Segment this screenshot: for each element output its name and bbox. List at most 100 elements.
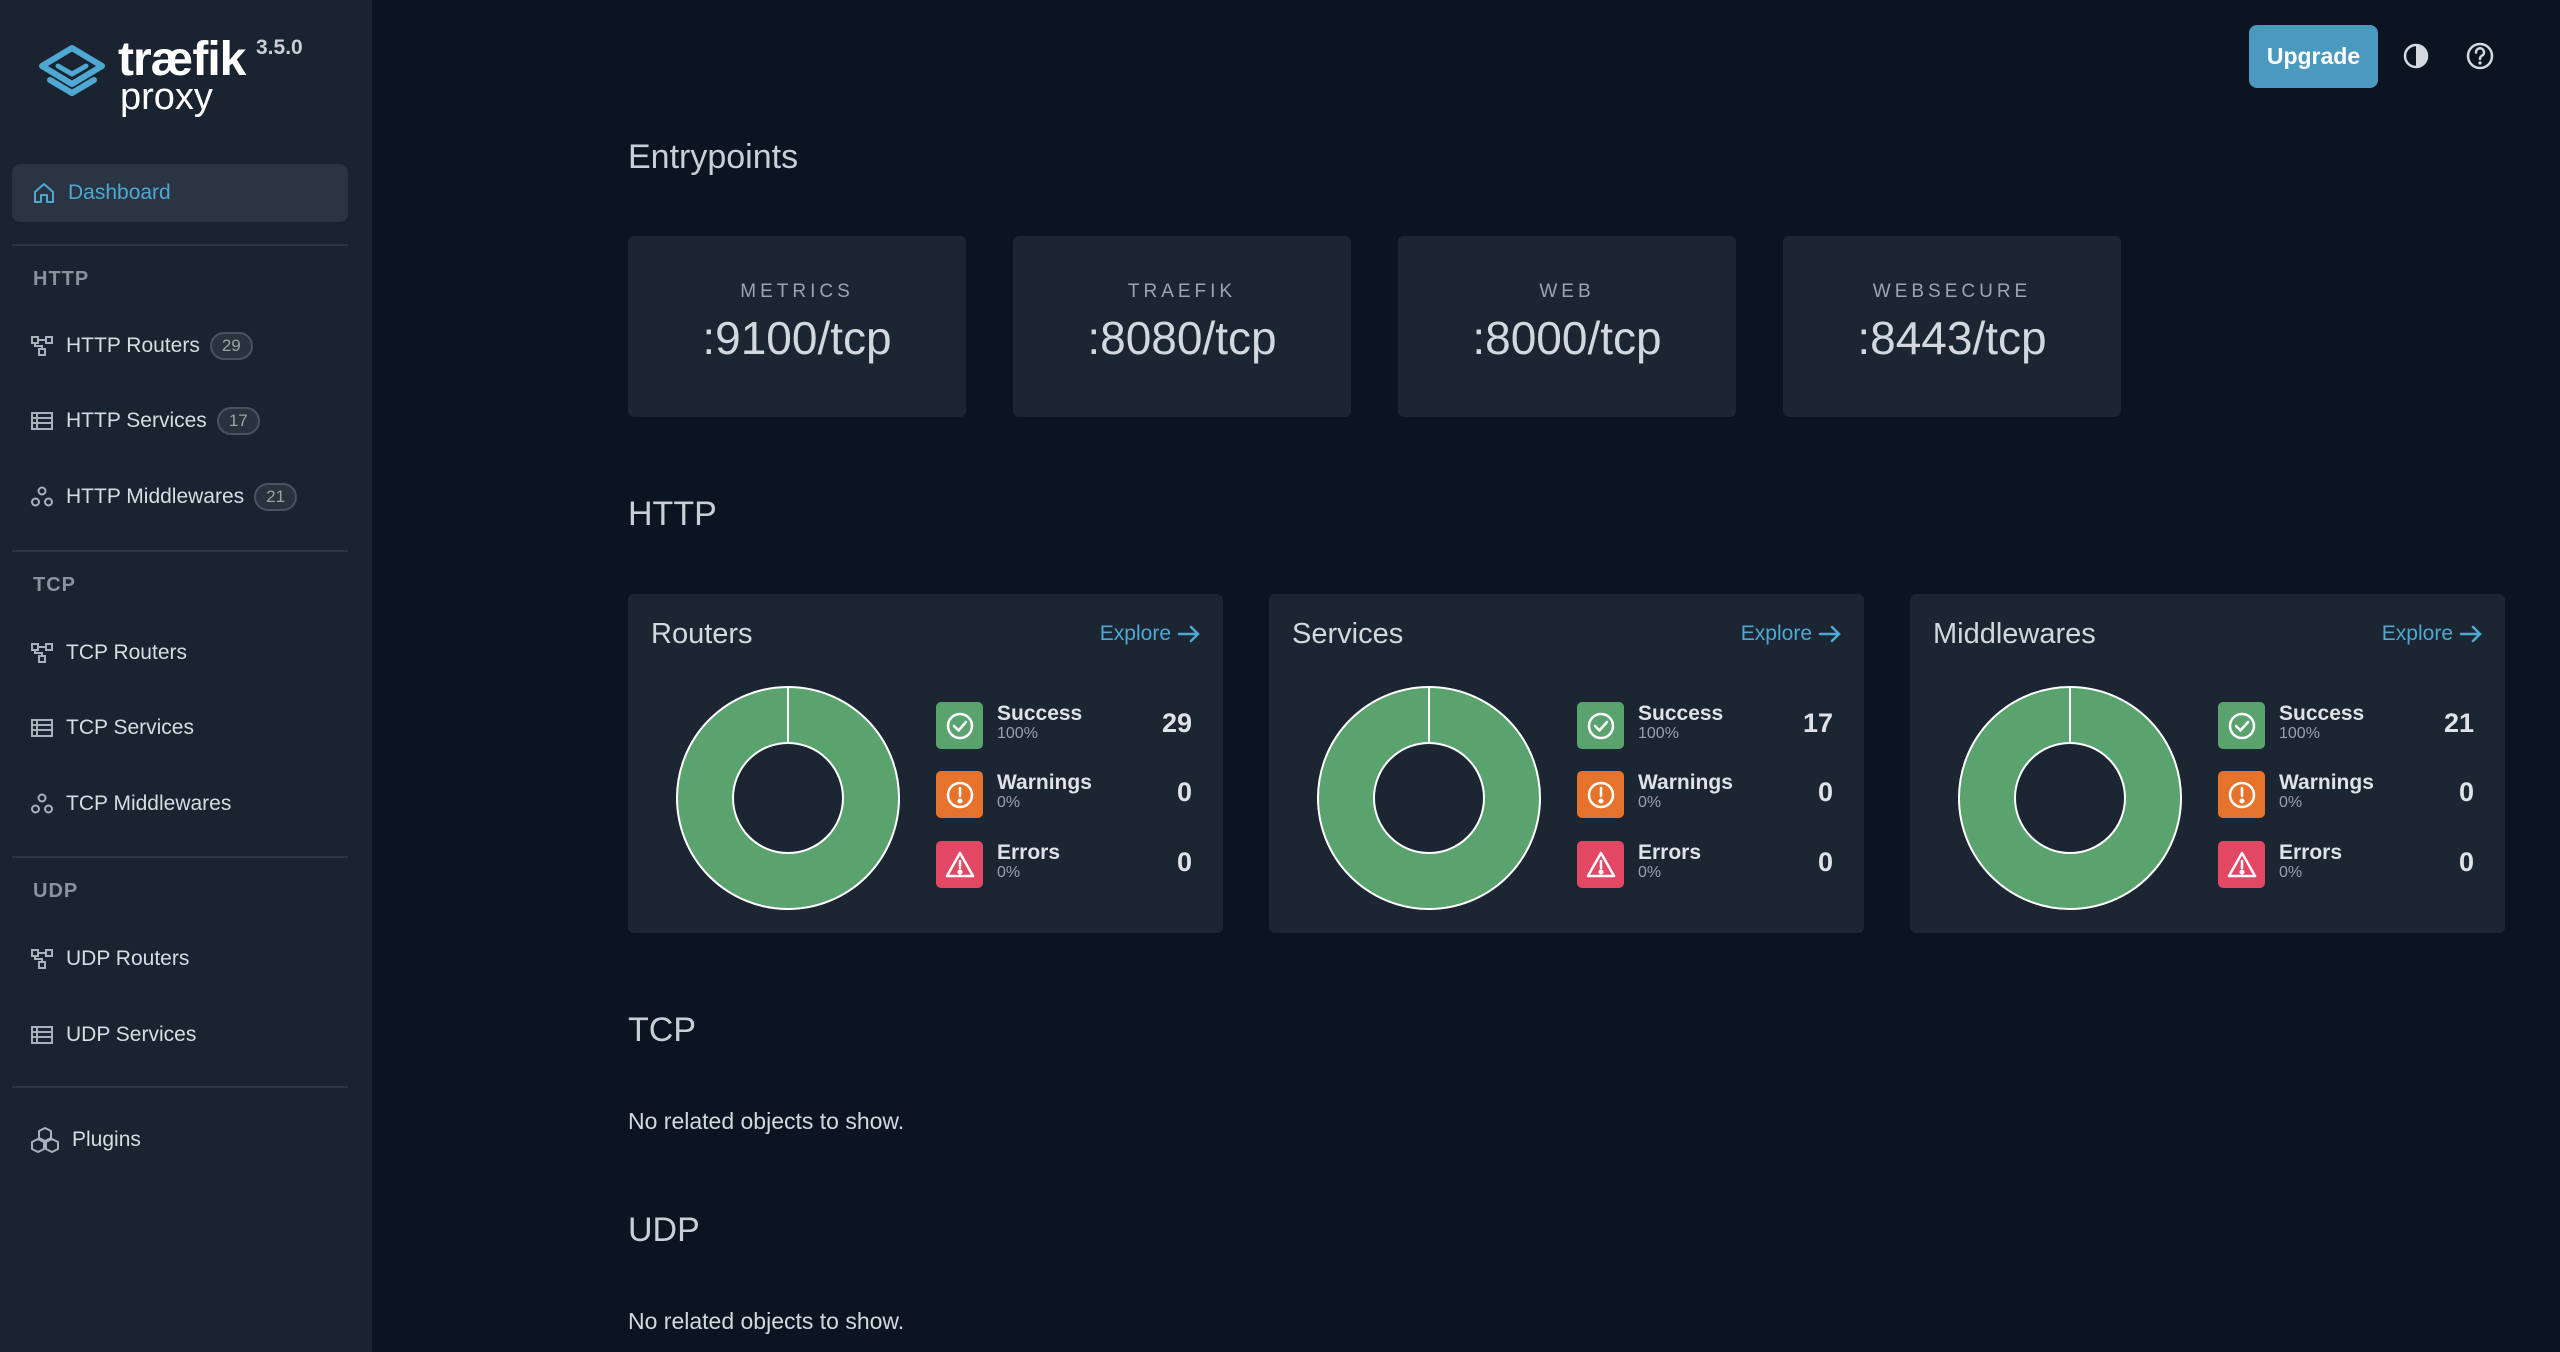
services-icon	[31, 1026, 53, 1044]
stat-percent: 100%	[997, 725, 1038, 742]
http-routers-card: Routers Explore Success 100% 29 Warnings…	[628, 594, 1223, 933]
success-check-icon	[2218, 702, 2265, 749]
stat-percent: 0%	[1638, 864, 1662, 881]
stat-count: 0	[1176, 777, 1192, 807]
count-badge: 21	[254, 483, 298, 511]
stat-label: Errors	[1638, 841, 1702, 864]
error-triangle-icon	[1577, 841, 1624, 888]
stat-label: Success	[997, 702, 1083, 725]
sidebar-item-label: Plugins	[72, 1128, 141, 1151]
stat-label: Errors	[2279, 841, 2343, 864]
divider	[12, 550, 348, 552]
entrypoint-name: METRICS	[740, 281, 854, 302]
error-triangle-icon	[936, 841, 983, 888]
udp-empty-message: No related objects to show.	[628, 1308, 905, 1334]
success-stat: Success 100% 17	[1577, 700, 1833, 750]
section-title-http: HTTP	[33, 268, 90, 290]
home-icon	[34, 183, 54, 203]
explore-label: Explore	[1099, 622, 1171, 645]
warning-exclamation-icon	[936, 771, 983, 818]
sidebar-item-tcp-services[interactable]: TCP Services	[30, 708, 194, 748]
plugins-icon	[31, 1127, 59, 1153]
entrypoint-address: :8443/tcp	[1857, 312, 2047, 364]
success-stat: Success 100% 21	[2218, 700, 2474, 750]
sidebar-item-tcp-routers[interactable]: TCP Routers	[30, 633, 187, 673]
explore-link[interactable]: Explore	[2382, 622, 2483, 646]
explore-link[interactable]: Explore	[1741, 622, 1842, 646]
entrypoint-card-websecure: WEBSECURE :8443/tcp	[1783, 236, 2121, 417]
success-check-icon	[1577, 702, 1624, 749]
sidebar-item-label: HTTP Services	[66, 409, 207, 432]
stat-count: 0	[1176, 847, 1192, 877]
card-title: Routers	[651, 618, 753, 650]
logo-word-proxy: proxy	[120, 76, 213, 118]
middlewares-icon	[31, 793, 53, 814]
sidebar-item-label: HTTP Middlewares	[66, 485, 245, 508]
http-services-card: Services Explore Success 100% 17 Warning…	[1269, 594, 1864, 933]
divider	[12, 856, 348, 858]
sidebar-item-udp-services[interactable]: UDP Services	[30, 1015, 196, 1055]
entrypoint-address: :9100/tcp	[702, 312, 892, 364]
explore-label: Explore	[2381, 622, 2453, 645]
entrypoint-address: :8080/tcp	[1087, 312, 1277, 364]
http-middlewares-card: Middlewares Explore Success 100% 21 Warn…	[1910, 594, 2505, 933]
stat-count: 0	[1817, 777, 1833, 807]
warning-exclamation-icon	[2218, 771, 2265, 818]
logo-word-traefik: træfik	[118, 33, 246, 86]
sidebar-item-http-middlewares[interactable]: HTTP Middlewares 21	[30, 477, 298, 517]
entrypoint-name: TRAEFIK	[1127, 281, 1237, 302]
success-stat: Success 100% 29	[936, 700, 1192, 750]
sidebar-item-label: UDP Services	[66, 1023, 197, 1046]
stat-count: 29	[1161, 708, 1192, 738]
stat-percent: 0%	[997, 864, 1021, 881]
stat-label: Errors	[997, 841, 1061, 864]
arrow-right-icon	[1177, 625, 1200, 643]
traefik-logo[interactable]: træfik proxy 3.5.0	[36, 32, 336, 122]
warnings-stat: Warnings 0% 0	[1577, 769, 1833, 819]
services-icon	[31, 719, 53, 737]
explore-link[interactable]: Explore	[1100, 622, 1201, 646]
status-donut-chart	[1317, 686, 1541, 910]
sidebar-item-label: TCP Routers	[66, 641, 187, 664]
stat-percent: 100%	[1638, 725, 1679, 742]
warnings-stat: Warnings 0% 0	[2218, 769, 2474, 819]
card-title: Middlewares	[1933, 618, 2096, 650]
sidebar-item-label: TCP Services	[66, 716, 194, 739]
sidebar-item-label: HTTP Routers	[66, 334, 200, 357]
sidebar-item-dashboard[interactable]: Dashboard	[12, 164, 348, 222]
stat-count: 0	[1817, 847, 1833, 877]
stat-percent: 100%	[2279, 725, 2320, 742]
sidebar-item-tcp-middlewares[interactable]: TCP Middlewares	[30, 784, 231, 824]
sidebar-item-http-routers[interactable]: HTTP Routers 29	[30, 326, 253, 366]
warnings-stat: Warnings 0% 0	[936, 769, 1192, 819]
router-icon	[31, 949, 53, 969]
arrow-right-icon	[2459, 625, 2482, 643]
theme-toggle-icon[interactable]	[2400, 40, 2432, 72]
count-badge: 29	[209, 332, 253, 360]
sidebar-item-http-services[interactable]: HTTP Services 17	[30, 401, 260, 441]
sidebar-item-plugins[interactable]: Plugins	[30, 1120, 141, 1160]
divider	[12, 244, 348, 246]
sidebar-item-label: Dashboard	[68, 181, 171, 204]
count-badge: 17	[216, 407, 260, 435]
status-donut-chart	[676, 686, 900, 910]
stat-label: Success	[2279, 702, 2365, 725]
stat-count: 0	[2458, 777, 2474, 807]
sidebar-item-label: TCP Middlewares	[66, 792, 232, 815]
tcp-empty-message: No related objects to show.	[628, 1108, 905, 1134]
stat-percent: 0%	[2279, 864, 2303, 881]
help-icon[interactable]	[2464, 40, 2496, 72]
stat-percent: 0%	[2279, 794, 2303, 811]
sidebar-item-udp-routers[interactable]: UDP Routers	[30, 939, 189, 979]
errors-stat: Errors 0% 0	[1577, 839, 1833, 889]
version-label: 3.5.0	[256, 36, 303, 59]
stat-percent: 0%	[1638, 794, 1662, 811]
stat-count: 0	[2458, 847, 2474, 877]
errors-stat: Errors 0% 0	[2218, 839, 2474, 889]
entrypoint-name: WEBSECURE	[1872, 281, 2032, 302]
error-triangle-icon	[2218, 841, 2265, 888]
upgrade-button[interactable]: Upgrade	[2249, 25, 2378, 88]
stat-percent: 0%	[997, 794, 1021, 811]
entrypoint-address: :8000/tcp	[1472, 312, 1662, 364]
services-icon	[31, 412, 53, 430]
